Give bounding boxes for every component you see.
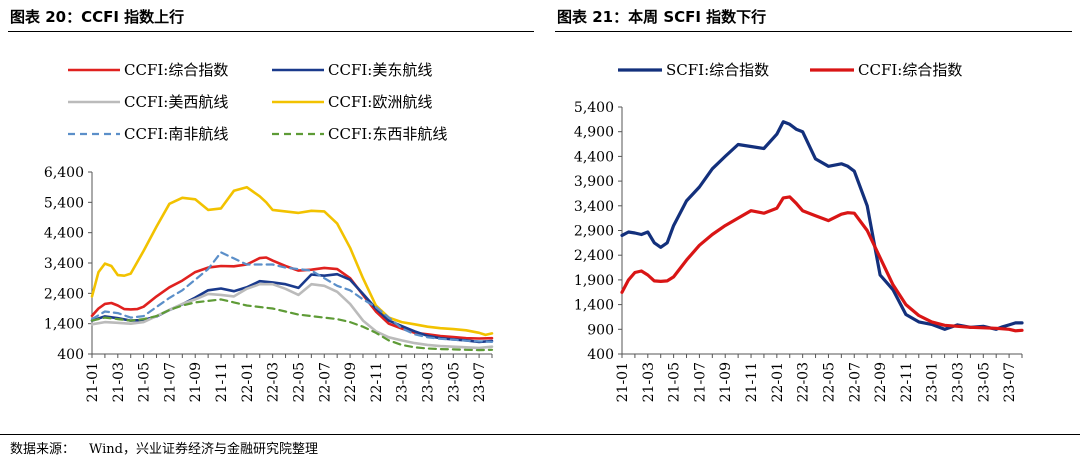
scfi-y-tick-label: 900 [587, 322, 614, 338]
source-label: 数据来源： [10, 442, 76, 457]
scfi-x-tick-label: 23-01 [925, 362, 941, 402]
scfi-y-tick-label: 4,900 [574, 125, 614, 141]
scfi-x-tick-label: 22-07 [847, 362, 863, 402]
title-rule-right [555, 31, 1072, 32]
ccfi-x-tick-label: 22-03 [266, 362, 282, 402]
scfi-x-tick-label: 23-07 [1002, 362, 1018, 402]
scfi-x-tick-label: 22-05 [821, 362, 837, 402]
scfi-x-tick-label: 23-03 [950, 362, 966, 402]
scfi-y-tick-label: 1,900 [574, 273, 614, 289]
ccfi-series-line-0 [90, 256, 494, 340]
ccfi-x-tick-label: 21-03 [111, 362, 127, 402]
scfi-x-tick-label: 23-05 [976, 362, 992, 402]
scfi-series-line-1 [620, 195, 1024, 333]
scfi-legend-label-1: CCFI:综合指数 [858, 61, 962, 79]
scfi-y-tick-label: 1,400 [574, 298, 614, 314]
ccfi-legend-label-5: CCFI:东西非航线 [328, 125, 447, 143]
scfi-x-tick-label: 21-09 [718, 362, 734, 402]
ccfi-y-tick-label: 2,400 [44, 286, 84, 302]
scfi-x-tick-label: 21-11 [744, 362, 760, 402]
scfi-y-tick-label: 2,900 [574, 224, 614, 240]
ccfi-legend-label-0: CCFI:综合指数 [124, 61, 228, 79]
scfi-x-tick-label: 22-01 [770, 362, 786, 402]
chart-title-ccfi: 图表 20：CCFI 指数上行 [10, 8, 185, 26]
source-rule [0, 434, 1080, 435]
scfi-x-tick-label: 21-05 [667, 362, 683, 402]
ccfi-x-tick-label: 22-09 [343, 362, 359, 402]
chart-title-scfi: 图表 21：本周 SCFI 指数下行 [557, 8, 767, 26]
title-rule-left [8, 31, 534, 32]
ccfi-legend-label-1: CCFI:美东航线 [328, 61, 432, 79]
ccfi-y-tick-label: 5,400 [44, 195, 84, 211]
ccfi-y-tick-label: 6,400 [44, 165, 84, 181]
source-text: Wind，兴业证券经济与金融研究院整理 [89, 442, 319, 457]
ccfi-legend-label-2: CCFI:美西航线 [124, 93, 228, 111]
scfi-x-tick-label: 21-03 [641, 362, 657, 402]
ccfi-x-tick-label: 21-07 [162, 362, 178, 402]
ccfi-x-tick-label: 21-05 [137, 362, 153, 402]
scfi-y-tick-label: 400 [587, 347, 614, 363]
scfi-x-tick-label: 21-01 [615, 362, 631, 402]
scfi-series-line-0 [620, 120, 1024, 331]
ccfi-x-tick-label: 21-01 [85, 362, 101, 402]
ccfi-x-tick-label: 21-09 [188, 362, 204, 402]
ccfi-x-tick-label: 23-05 [446, 362, 462, 402]
scfi-y-tick-label: 2,400 [574, 248, 614, 264]
scfi-x-tick-label: 22-09 [873, 362, 889, 402]
source-note: 数据来源： Wind，兴业证券经济与金融研究院整理 [10, 438, 318, 457]
ccfi-series-line-4 [90, 251, 494, 343]
ccfi-x-tick-label: 22-07 [317, 362, 333, 402]
ccfi-y-tick-label: 1,400 [44, 317, 84, 333]
scfi-x-tick-label: 22-11 [899, 362, 915, 402]
scfi-y-tick-label: 5,400 [574, 100, 614, 116]
ccfi-series-line-5 [90, 298, 494, 352]
ccfi-x-tick-label: 22-05 [291, 362, 307, 402]
scfi-y-tick-label: 4,400 [574, 149, 614, 165]
scfi-legend-label-0: SCFI:综合指数 [666, 61, 769, 79]
scfi-y-tick-label: 3,900 [574, 174, 614, 190]
ccfi-x-tick-label: 22-01 [240, 362, 256, 402]
ccfi-x-tick-label: 23-07 [472, 362, 488, 402]
ccfi-y-tick-label: 4,400 [44, 226, 84, 242]
ccfi-x-tick-label: 23-03 [420, 362, 436, 402]
ccfi-legend-label-3: CCFI:欧洲航线 [328, 93, 432, 111]
scfi-x-tick-label: 22-03 [796, 362, 812, 402]
ccfi-x-tick-label: 22-11 [369, 362, 385, 402]
scfi-x-tick-label: 21-07 [692, 362, 708, 402]
ccfi-y-tick-label: 400 [57, 347, 84, 363]
ccfi-y-tick-label: 3,400 [44, 256, 84, 272]
ccfi-legend-label-4: CCFI:南非航线 [124, 125, 228, 143]
scfi-y-tick-label: 3,400 [574, 199, 614, 215]
scfi-line-chart: 5,400 4,900 4,400 3,900 3,400 2,900 2,400 1,900… [574, 61, 1024, 402]
ccfi-series-line-1 [90, 272, 494, 344]
ccfi-x-tick-label: 21-11 [214, 362, 230, 402]
ccfi-series-line-3 [90, 185, 494, 337]
ccfi-x-tick-label: 23-01 [395, 362, 411, 402]
